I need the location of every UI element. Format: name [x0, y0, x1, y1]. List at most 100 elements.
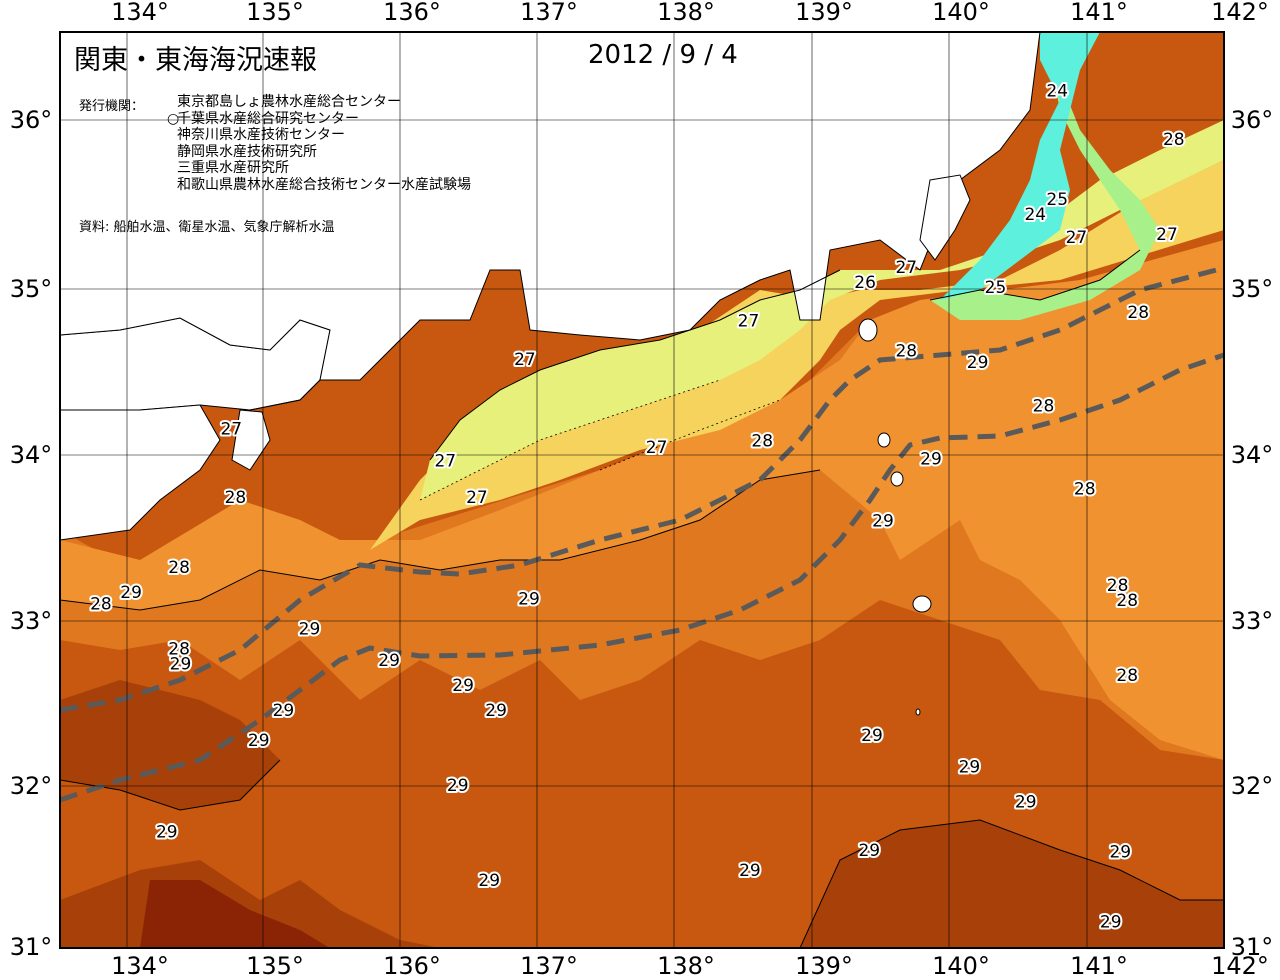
isotherm-label: 28: [1163, 130, 1185, 150]
isotherm-label: 25: [1046, 190, 1068, 210]
isotherm-label: 29: [1100, 913, 1122, 933]
isotherm-label: 29: [967, 353, 989, 373]
publisher-name: 東京都島しょ農林水産総合センター: [177, 94, 401, 110]
isotherm-label: 29: [170, 655, 192, 675]
isotherm-label: 29: [478, 871, 500, 891]
island-oshima: [858, 318, 878, 342]
isotherm-label: 28: [168, 558, 190, 578]
isotherm-label: 29: [920, 450, 942, 470]
isotherm-label: 27: [514, 350, 536, 370]
isotherm-label: 27: [1066, 228, 1088, 248]
isotherm-label: 28: [1127, 303, 1149, 323]
publisher-marker: ○: [167, 110, 180, 127]
isotherm-label: 29: [739, 861, 761, 881]
isotherm-label: 28: [895, 341, 917, 361]
isotherm-label: 29: [156, 823, 178, 843]
lon-tick-139-top: 139°: [795, 0, 853, 26]
isotherm-label: 27: [895, 258, 917, 278]
isotherm-label: 29: [861, 726, 883, 746]
publisher-item: 静岡県水産技術研究所: [167, 144, 471, 161]
lon-ticks-top: 134° 135° 136° 137° 138° 139° 140° 141° …: [111, 0, 1269, 26]
lat-tick-35-right: 35°: [1231, 275, 1274, 303]
publishers-label: 発行機関：: [79, 99, 145, 114]
sst-zone-28: [60, 240, 1224, 610]
sst-zone-29-west: [60, 680, 280, 810]
map-title: 関東・東海海況速報: [74, 45, 317, 76]
lat-tick-32-right: 32°: [1231, 772, 1274, 800]
isotherm-label: 29: [248, 731, 270, 751]
lat-ticks-right: 36° 35° 34° 33° 32° 31°: [1231, 106, 1274, 961]
lon-tick-134-top: 134°: [111, 0, 169, 26]
lon-tick-134-bottom: 134°: [111, 952, 169, 980]
isotherm-label: 27: [220, 420, 242, 440]
contour-lines-dotted: [419, 379, 781, 501]
isotherm-label: 29: [378, 651, 400, 671]
lat-tick-34-right: 34°: [1231, 441, 1274, 469]
lon-tick-138-top: 138°: [657, 0, 715, 26]
publisher-item: 三重県水産研究所: [167, 160, 471, 177]
sst-zone-30-core: [140, 880, 330, 948]
lon-tick-141-top: 141°: [1070, 0, 1128, 26]
island-niijima: [877, 432, 891, 448]
isotherm-label: 29: [518, 590, 540, 610]
isotherm-label: 28: [1033, 396, 1055, 416]
isotherm-label: 27: [434, 451, 456, 471]
lat-tick-33-left: 33°: [10, 607, 53, 635]
publisher-name: 三重県水産研究所: [177, 160, 289, 176]
isotherm-label: 29: [485, 701, 507, 721]
publishers-list: 東京都島しょ農林水産総合センター ○ 千葉県水産総合研究センター 神奈川県水産技術…: [167, 94, 471, 193]
isotherm-label: 29: [872, 511, 894, 531]
lon-tick-138-bottom: 138°: [657, 952, 715, 980]
isotherm-label: 27: [646, 438, 668, 458]
lon-tick-135-top: 135°: [246, 0, 304, 26]
isotherm-label: 27: [466, 488, 488, 508]
lon-tick-142-top: 142°: [1211, 0, 1269, 26]
isotherm-label: 24: [1024, 205, 1046, 225]
lon-tick-142-bottom: 142°: [1211, 952, 1269, 980]
publisher-item: 東京都島しょ農林水産総合センター: [167, 94, 471, 111]
island-hachijo: [912, 595, 932, 613]
sst-zone-27: [370, 160, 1224, 550]
lat-tick-32-left: 32°: [10, 772, 53, 800]
publisher-name: 神奈川県水産技術センター: [177, 127, 345, 143]
isotherm-label: 25: [985, 278, 1007, 298]
map-date: 2012 / 9 / 4: [588, 40, 738, 70]
land-shikoku: [60, 404, 221, 541]
isotherm-label: 29: [273, 701, 295, 721]
isotherm-label: 29: [299, 620, 321, 640]
isotherm-label: 28: [1107, 576, 1129, 596]
lat-tick-31-left: 31°: [10, 933, 53, 961]
data-source-note: 資料: 船舶水温、衛星水温、気象庁解析水温: [79, 220, 335, 235]
isotherm-label: 29: [959, 758, 981, 778]
lon-tick-137-bottom: 137°: [520, 952, 578, 980]
lon-tick-136-bottom: 136°: [383, 952, 441, 980]
publisher-name: 静岡県水産技術研究所: [177, 143, 317, 160]
lat-tick-36-left: 36°: [10, 106, 53, 134]
publisher-item: 神奈川県水産技術センター: [167, 127, 471, 144]
isotherm-label: 29: [120, 583, 142, 603]
isotherm-label: 24: [1046, 82, 1068, 102]
lon-tick-141-bottom: 141°: [1070, 952, 1128, 980]
sst-zone-28-east: [960, 300, 1224, 760]
island-aogashima: [915, 708, 921, 716]
kuroshio-front-lines: [60, 265, 1224, 803]
isotherm-label: 28: [751, 431, 773, 451]
lat-tick-31-right: 31°: [1231, 933, 1274, 961]
island-miyake: [890, 471, 904, 487]
lat-ticks-left: 36° 35° 34° 33° 32° 31°: [10, 106, 53, 961]
lat-tick-34-left: 34°: [10, 441, 53, 469]
lat-lon-grid: [60, 32, 1224, 948]
sst-zone-26: [420, 120, 1224, 500]
isotherm-label: 29: [1109, 843, 1131, 863]
map-frame: [59, 31, 1225, 949]
lat-tick-35-left: 35°: [10, 275, 53, 303]
sst-zone-25: [930, 32, 1160, 320]
isotherm-label: 27: [1156, 225, 1178, 245]
publisher-name: 千葉県水産総合研究センター: [177, 110, 359, 127]
publisher-item: ○ 千葉県水産総合研究センター: [167, 111, 471, 128]
lat-tick-33-right: 33°: [1231, 607, 1274, 635]
lon-tick-140-top: 140°: [932, 0, 990, 26]
isotherm-label: 28: [1116, 666, 1138, 686]
